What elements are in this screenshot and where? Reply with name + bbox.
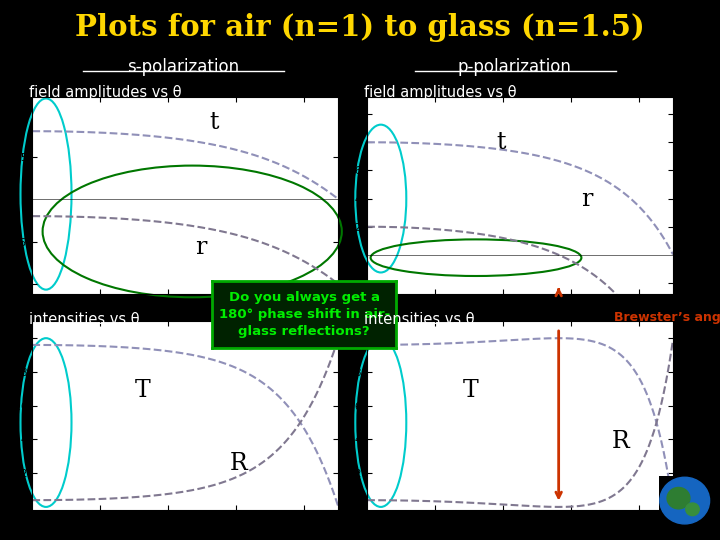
Circle shape	[667, 488, 690, 509]
Text: field amplitudes vs θ: field amplitudes vs θ	[29, 85, 181, 100]
Circle shape	[685, 503, 699, 516]
Text: T: T	[462, 379, 478, 402]
Text: r: r	[582, 187, 593, 211]
Text: intensities vs θ: intensities vs θ	[364, 312, 474, 327]
Text: t: t	[496, 131, 506, 154]
Text: p-polarization: p-polarization	[458, 58, 572, 76]
Text: Plots for air (n=1) to glass (n=1.5): Plots for air (n=1) to glass (n=1.5)	[75, 14, 645, 43]
Text: s-polarization: s-polarization	[127, 58, 240, 76]
Text: intensities vs θ: intensities vs θ	[29, 312, 139, 327]
Text: R: R	[230, 452, 248, 475]
Text: Brewster’s angle!: Brewster’s angle!	[614, 310, 720, 323]
Text: t: t	[210, 111, 219, 134]
Text: Do you always get a
180° phase shift in air-
glass reflections?: Do you always get a 180° phase shift in …	[219, 291, 390, 338]
Text: field amplitudes vs θ: field amplitudes vs θ	[364, 85, 516, 100]
Text: r: r	[196, 237, 207, 259]
Text: R: R	[612, 430, 630, 453]
Text: T: T	[135, 379, 150, 402]
Circle shape	[660, 477, 710, 524]
